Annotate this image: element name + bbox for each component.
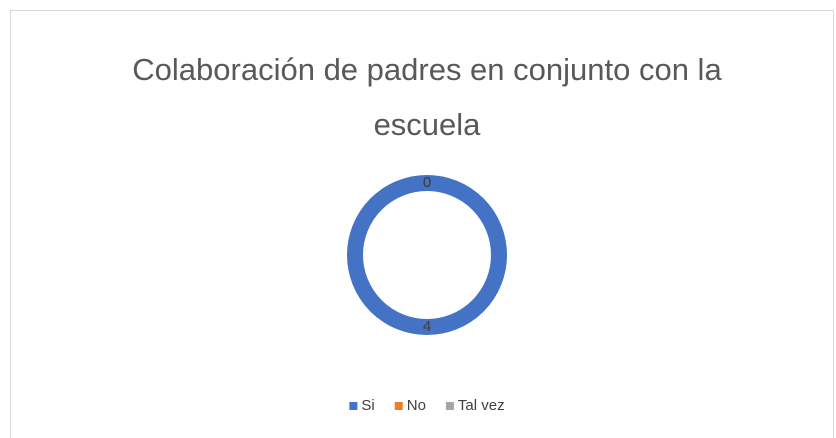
data-label: 0 <box>423 174 431 191</box>
legend-swatch <box>394 402 403 410</box>
legend-label: No <box>407 397 426 414</box>
data-label: 0 <box>423 174 431 191</box>
data-label: 4 <box>423 318 431 335</box>
legend-swatch <box>445 402 454 410</box>
donut-segment <box>347 175 507 335</box>
legend-label: Si <box>361 397 374 414</box>
chart-title: Colaboración de padres en conjunto con l… <box>132 52 722 142</box>
legend-swatch <box>349 402 358 410</box>
chart-frame <box>10 10 834 438</box>
legend-label: Tal vez <box>458 397 505 414</box>
